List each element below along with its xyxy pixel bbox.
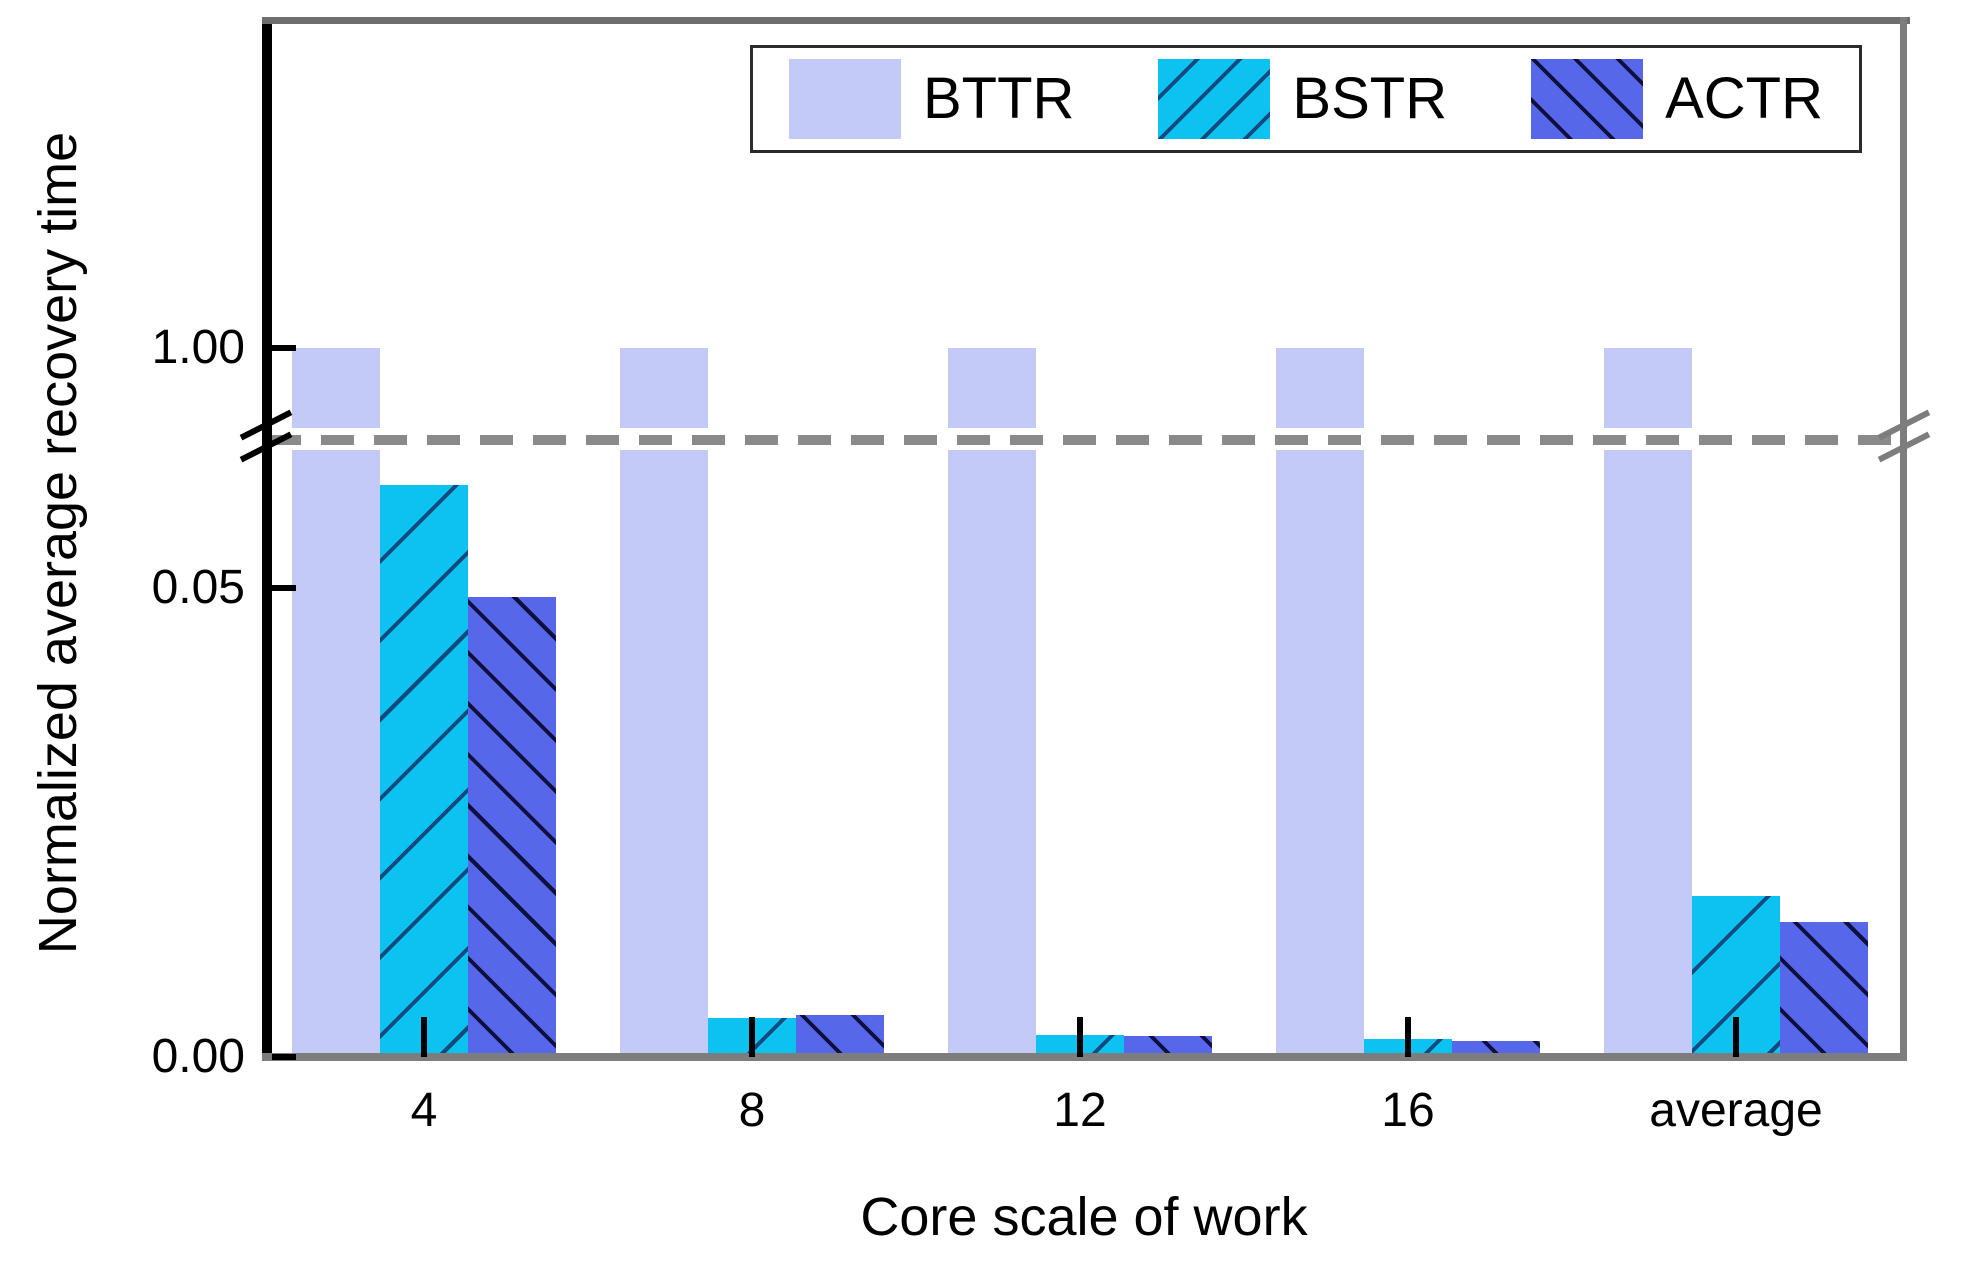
legend-item-bttr: BTTR xyxy=(789,59,1074,139)
x-tick-average xyxy=(1733,1017,1739,1057)
x-axis-title: Core scale of work xyxy=(860,1187,1308,1247)
legend-item-actr: ACTR xyxy=(1531,59,1823,139)
bar-bttr-16 xyxy=(1276,450,1364,1057)
legend: BTTR BSTR ACTR xyxy=(750,45,1862,153)
bar-actr-4 xyxy=(468,597,556,1057)
bar-bttr-average xyxy=(1604,450,1692,1057)
bar-bttr-average xyxy=(1604,348,1692,428)
y-tick-label-0.05: 0.05 xyxy=(151,561,245,614)
bar-bttr-8 xyxy=(620,348,708,428)
top-spine xyxy=(262,17,1910,24)
bar-bttr-4 xyxy=(292,450,380,1057)
x-tick-4 xyxy=(421,1017,427,1057)
bar-bttr-16 xyxy=(1276,348,1364,428)
x-tick-12 xyxy=(1077,1017,1083,1057)
y-tick-label-1.00: 1.00 xyxy=(151,321,245,374)
legend-swatch-actr xyxy=(1531,59,1644,139)
legend-swatch-bttr xyxy=(789,59,901,139)
bar-bttr-12 xyxy=(948,348,1036,428)
legend-label-bttr: BTTR xyxy=(923,66,1075,131)
y-tick-label-0.00: 0.00 xyxy=(151,1030,245,1083)
legend-label-bstr: BSTR xyxy=(1292,66,1448,131)
bar-actr-12 xyxy=(1124,1036,1212,1057)
legend-swatch-bstr xyxy=(1158,59,1271,139)
legend-label-actr: ACTR xyxy=(1665,66,1823,131)
bar-actr-8 xyxy=(796,1014,884,1057)
y-tick-0.00 xyxy=(272,1054,296,1060)
bar-actr-average xyxy=(1780,921,1868,1057)
x-axis-spine xyxy=(262,1053,1907,1061)
legend-item-bstr: BSTR xyxy=(1158,59,1447,139)
x-tick-16 xyxy=(1405,1017,1411,1057)
axis-break-dashed-line xyxy=(268,435,1900,445)
y-tick-1.00 xyxy=(272,345,296,351)
y-tick-0.05 xyxy=(272,585,296,591)
x-tick-label-4: 4 xyxy=(410,1084,438,1137)
right-spine xyxy=(1900,17,1907,1061)
bar-bttr-12 xyxy=(948,450,1036,1057)
bar-bttr-4 xyxy=(292,348,380,428)
x-tick-label-8: 8 xyxy=(738,1084,766,1137)
y-axis-spine xyxy=(262,20,272,1061)
x-tick-label-average: average xyxy=(1649,1084,1823,1137)
x-tick-label-16: 16 xyxy=(1381,1084,1435,1137)
x-tick-label-12: 12 xyxy=(1053,1084,1107,1137)
bar-bttr-8 xyxy=(620,450,708,1057)
bar-bstr-4 xyxy=(380,484,468,1057)
x-tick-8 xyxy=(749,1017,755,1057)
